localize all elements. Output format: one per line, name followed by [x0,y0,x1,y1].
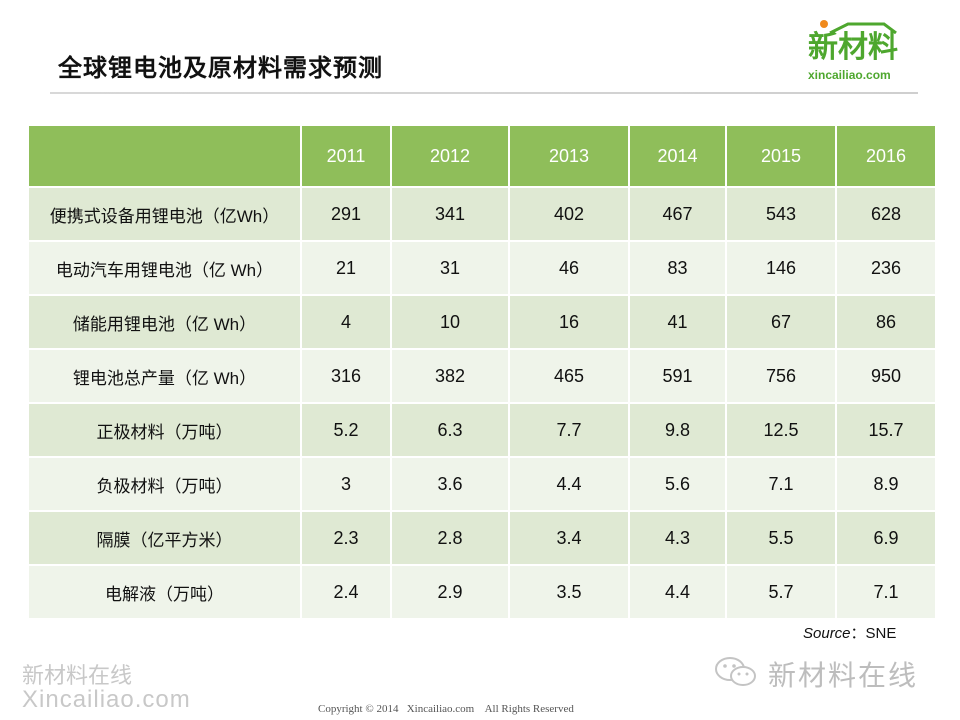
page-title: 全球锂电池及原材料需求预测 [58,54,383,82]
table-cell: 146 [725,240,837,296]
header-cell-year: 2015 [725,124,837,188]
table-cell: 467 [628,186,727,242]
watermark-en: Xincailiao.com [22,686,191,713]
row-label: 隔膜（亿平方米） [27,510,302,566]
table-cell: 5.7 [725,564,837,620]
row-label: 电动汽车用锂电池（亿 Wh） [27,240,302,296]
table-cell: 591 [628,348,727,404]
table-cell: 46 [508,240,630,296]
table-row: 正极材料（万吨） 5.2 6.3 7.7 9.8 12.5 15.7 [27,402,937,458]
table-cell: 4 [300,294,392,350]
table-cell: 756 [725,348,837,404]
table-cell: 31 [390,240,510,296]
row-label: 电解液（万吨） [27,564,302,620]
table-cell: 2.4 [300,564,392,620]
table-cell: 465 [508,348,630,404]
table-cell: 8.9 [835,456,937,512]
table-cell: 7.1 [725,456,837,512]
row-label: 正极材料（万吨） [27,402,302,458]
table-cell: 950 [835,348,937,404]
table-row: 隔膜（亿平方米） 2.3 2.8 3.4 4.3 5.5 6.9 [27,510,937,566]
table-cell: 2.3 [300,510,392,566]
table-cell: 12.5 [725,402,837,458]
table-cell: 5.5 [725,510,837,566]
row-label: 便携式设备用锂电池（亿Wh） [27,186,302,242]
table-cell: 543 [725,186,837,242]
table-cell: 83 [628,240,727,296]
table-cell: 9.8 [628,402,727,458]
table-cell: 21 [300,240,392,296]
copyright-footer: Copyright © 2014 Xincailiao.com All Righ… [318,703,574,715]
wechat-watermark: 新材料在线 [714,652,934,692]
table-cell: 341 [390,186,510,242]
logo-dot [820,20,828,28]
table-cell: 7.7 [508,402,630,458]
table-cell: 10 [390,294,510,350]
table-cell: 4.4 [628,564,727,620]
forecast-table: 2011 2012 2013 2014 2015 2016 便携式设备用锂电池（… [27,124,937,620]
header-cell-blank [27,124,302,188]
table-cell: 236 [835,240,937,296]
table-cell: 291 [300,186,392,242]
table-row: 锂电池总产量（亿 Wh） 316 382 465 591 756 950 [27,348,937,404]
table-cell: 5.2 [300,402,392,458]
table-cell: 2.9 [390,564,510,620]
logo-url: xincailiao.com [808,68,891,82]
header-cell-year: 2014 [628,124,727,188]
table-cell: 4.3 [628,510,727,566]
source-separator: ： [850,625,866,642]
table-cell: 3.6 [390,456,510,512]
table-cell: 4.4 [508,456,630,512]
table-header-row: 2011 2012 2013 2014 2015 2016 [27,124,937,188]
logo-brand-text: 新材料 [808,30,898,65]
header-cell-year: 2013 [508,124,630,188]
title-divider [50,92,918,94]
table-cell: 3.5 [508,564,630,620]
table-cell: 402 [508,186,630,242]
table-cell: 7.1 [835,564,937,620]
table-cell: 382 [390,348,510,404]
table-cell: 41 [628,294,727,350]
source-value: SNE [865,625,897,642]
table-cell: 628 [835,186,937,242]
header-cell-year: 2012 [390,124,510,188]
table-cell: 86 [835,294,937,350]
table-row: 负极材料（万吨） 3 3.6 4.4 5.6 7.1 8.9 [27,456,937,512]
table-cell: 316 [300,348,392,404]
table-cell: 3.4 [508,510,630,566]
table-cell: 16 [508,294,630,350]
wechat-icon [715,657,756,686]
row-label: 负极材料（万吨） [27,456,302,512]
table-row: 储能用锂电池（亿 Wh） 4 10 16 41 67 86 [27,294,937,350]
row-label: 储能用锂电池（亿 Wh） [27,294,302,350]
brand-logo: 新材料 xincailiao.com [800,20,928,88]
table-cell: 5.6 [628,456,727,512]
row-label: 锂电池总产量（亿 Wh） [27,348,302,404]
source-note: Source：SNE [803,622,896,643]
source-label: Source [803,625,851,642]
table-cell: 15.7 [835,402,937,458]
watermark-cn: 新材料在线 [22,664,133,689]
header-cell-year: 2016 [835,124,937,188]
table-row: 便携式设备用锂电池（亿Wh） 291 341 402 467 543 628 [27,186,937,242]
wechat-watermark-text: 新材料在线 [768,659,919,692]
table-cell: 3 [300,456,392,512]
table-row: 电解液（万吨） 2.4 2.9 3.5 4.4 5.7 7.1 [27,564,937,620]
table-cell: 2.8 [390,510,510,566]
table-cell: 67 [725,294,837,350]
house-roof-icon [829,22,897,34]
table-row: 电动汽车用锂电池（亿 Wh） 21 31 46 83 146 236 [27,240,937,296]
header-cell-year: 2011 [300,124,392,188]
table-cell: 6.9 [835,510,937,566]
table-cell: 6.3 [390,402,510,458]
